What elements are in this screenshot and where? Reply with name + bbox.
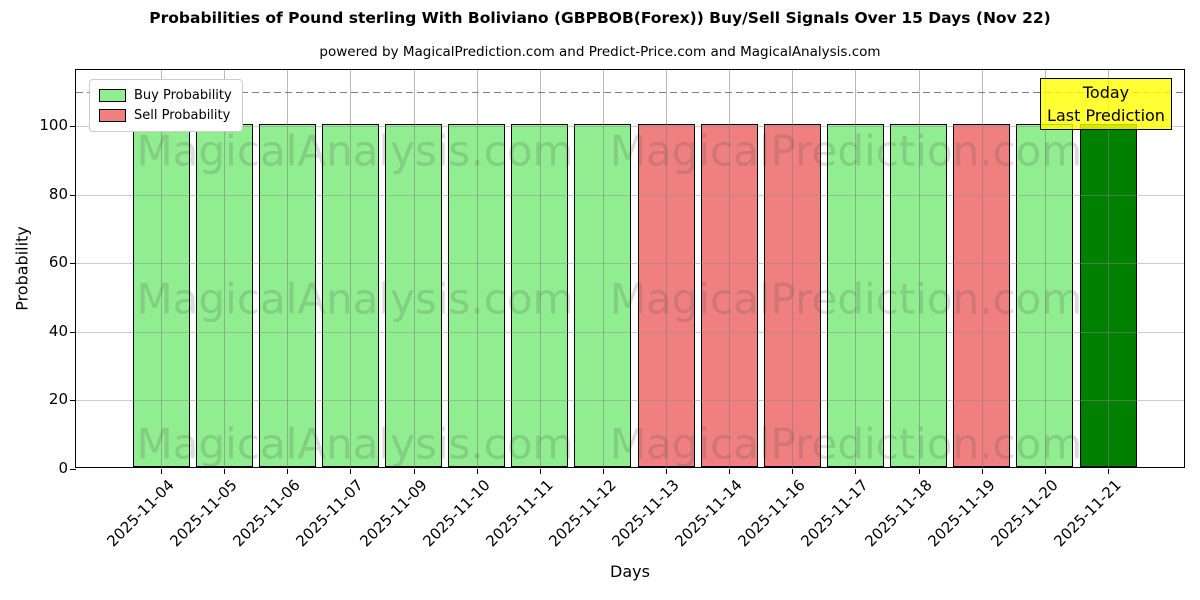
x-tick-mark xyxy=(729,469,731,474)
y-tick-mark xyxy=(70,469,76,470)
x-tick-label: 2025-11-18 xyxy=(860,476,936,551)
chart-subtitle: powered by MagicalPrediction.com and Pre… xyxy=(319,44,881,60)
v-gridline xyxy=(224,70,226,467)
x-tick-mark xyxy=(792,469,794,474)
x-tick-label: 2025-11-13 xyxy=(608,476,683,551)
annotation-line1: Today xyxy=(1082,83,1130,102)
y-tick-label: 0 xyxy=(58,459,68,477)
v-gridline xyxy=(729,70,731,467)
v-gridline xyxy=(855,70,857,467)
y-tick-label: 80 xyxy=(48,184,68,203)
x-tick-mark xyxy=(602,469,604,474)
x-tick-mark xyxy=(666,469,668,474)
x-axis-label: Days xyxy=(610,562,650,581)
v-gridline xyxy=(413,70,415,467)
x-tick-label: 2025-11-10 xyxy=(419,476,494,551)
x-tick-label: 2025-11-20 xyxy=(987,476,1062,551)
legend-item-sell: Sell Probability xyxy=(99,105,232,125)
x-tick-label: 2025-11-09 xyxy=(355,476,431,551)
legend-item-buy: Buy Probability xyxy=(99,85,232,105)
y-tick-mark xyxy=(70,125,76,127)
y-tick-label: 20 xyxy=(48,390,68,409)
v-gridline xyxy=(1044,70,1046,467)
x-tick-mark xyxy=(1044,469,1046,474)
x-tick-label: 2025-11-21 xyxy=(1050,476,1125,551)
v-gridline xyxy=(287,70,289,467)
v-gridline xyxy=(476,70,478,467)
x-tick-label: 2025-11-05 xyxy=(166,476,241,551)
annotation-line2: Last Prediction xyxy=(1047,106,1165,126)
watermark-text: MagicalPrediction.com xyxy=(609,274,1083,324)
x-tick-mark xyxy=(539,469,541,474)
x-tick-label: 2025-11-07 xyxy=(292,476,368,551)
plot-area: MagicalAnalysis.com MagicalPrediction.com… xyxy=(70,69,1185,474)
threshold-dashed-line xyxy=(76,91,1184,94)
watermark-text: MagicalAnalysis.com xyxy=(136,274,574,324)
v-gridline xyxy=(981,70,983,467)
legend-buy-label: Buy Probability xyxy=(134,87,232,103)
v-gridline xyxy=(666,70,668,467)
x-tick-mark xyxy=(981,469,983,474)
x-tick-mark xyxy=(476,469,478,474)
h-gridline xyxy=(76,263,1184,265)
y-tick-mark xyxy=(70,400,76,402)
v-gridline xyxy=(539,70,541,467)
x-tick-mark xyxy=(855,469,857,474)
v-gridline xyxy=(792,70,794,467)
today-annotation-box: Today Last Prediction xyxy=(1040,78,1172,131)
h-gridline xyxy=(76,194,1184,196)
x-tick-label: 2025-11-04 xyxy=(103,476,178,551)
y-tick-label: 60 xyxy=(48,253,68,272)
legend-sell-label: Sell Probability xyxy=(134,107,231,123)
x-tick-label: 2025-11-12 xyxy=(545,476,620,551)
watermark-text: MagicalPrediction.com xyxy=(609,419,1083,469)
sell-color-swatch xyxy=(99,108,126,122)
h-gridline xyxy=(76,400,1184,402)
buy-color-swatch xyxy=(99,88,126,102)
v-gridline xyxy=(1108,70,1109,467)
y-tick-label: 100 xyxy=(39,115,68,134)
x-tick-mark xyxy=(350,469,352,474)
x-tick-label: 2025-11-16 xyxy=(734,476,810,551)
x-tick-mark xyxy=(918,469,920,474)
x-tick-mark xyxy=(413,469,415,474)
x-tick-mark xyxy=(287,469,289,474)
h-gridline xyxy=(76,125,1184,127)
x-tick-mark xyxy=(224,469,226,474)
watermark-text: MagicalPrediction.com xyxy=(609,126,1083,176)
y-tick-mark xyxy=(70,263,76,265)
y-tick-mark xyxy=(70,331,76,333)
watermark-text: MagicalAnalysis.com xyxy=(136,419,574,469)
x-tick-label: 2025-11-19 xyxy=(924,476,999,551)
x-tick-label: 2025-11-14 xyxy=(671,476,746,551)
v-gridline xyxy=(350,70,352,467)
legend-box: Buy Probability Sell Probability xyxy=(89,79,243,132)
y-tick-label: 40 xyxy=(48,321,68,340)
watermark-text: MagicalAnalysis.com xyxy=(136,126,574,176)
x-tick-mark xyxy=(161,469,162,474)
chart-title: Probabilities of Pound sterling With Bol… xyxy=(149,9,1051,27)
v-gridline xyxy=(918,70,920,467)
x-tick-label: 2025-11-11 xyxy=(482,476,557,551)
x-tick-mark xyxy=(1108,469,1109,474)
h-gridline xyxy=(76,331,1184,333)
v-gridline xyxy=(161,70,162,467)
y-tick-mark xyxy=(70,194,76,196)
x-tick-label: 2025-11-06 xyxy=(229,476,304,551)
x-tick-label: 2025-11-17 xyxy=(797,476,873,551)
v-gridline xyxy=(602,70,604,467)
